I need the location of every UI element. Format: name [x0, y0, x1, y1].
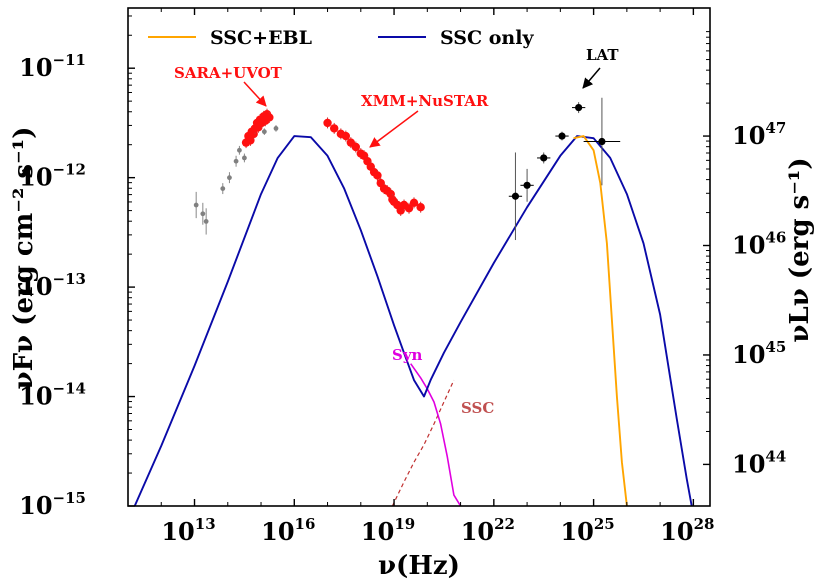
annotation-sara-uvot: SARA+UVOT	[174, 64, 283, 82]
lat-point	[540, 154, 548, 162]
y-left-tick-label-base: 10	[19, 491, 52, 520]
y-left-tick-label-exponent: −11	[53, 51, 86, 69]
x-tick-label: 1016	[261, 515, 315, 546]
x-tick-label: 1028	[660, 515, 714, 546]
xmm-nustar-point	[416, 203, 425, 212]
sara-uvot-point	[246, 136, 255, 145]
x-tick-label-base: 10	[461, 517, 494, 546]
archival-point	[227, 175, 232, 181]
x-tick-label-exponent: 22	[494, 515, 515, 533]
lat-point	[598, 137, 606, 146]
xmm-nustar-point	[329, 124, 339, 133]
annotation-ssc: SSC	[461, 399, 494, 417]
y-right-tick-label: 1046	[732, 229, 786, 260]
y-left-axis-label: νFν (erg cm⁻² s⁻¹)	[9, 127, 39, 390]
y-left-tick-label: 10−13	[19, 270, 86, 301]
y-left-tick-label-base: 10	[19, 382, 52, 411]
y-left-tick-label-exponent: −14	[53, 380, 86, 398]
y-right-tick-label: 1045	[732, 338, 786, 369]
x-tick-label-base: 10	[261, 517, 294, 546]
axis-ticks	[127, 8, 710, 507]
y-left-tick-label: 10−15	[19, 489, 86, 520]
annotation-xmm-nustar: XMM+NuSTAR	[361, 92, 489, 110]
y-right-tick-label-base: 10	[732, 340, 765, 369]
y-left-tick-label: 10−14	[19, 380, 86, 411]
y-left-tick-label: 10−11	[19, 51, 86, 82]
legend-label-ssc-ebl: SSC+EBL	[210, 27, 312, 49]
archival-point	[237, 147, 242, 153]
y-right-axis-label: νLν (erg s⁻¹)	[785, 157, 815, 342]
data-points	[193, 97, 621, 241]
x-tick-label-base: 10	[660, 517, 693, 546]
lat-point	[558, 132, 566, 140]
legend: SSC+EBL SSC only	[148, 27, 534, 49]
annotation-lat: LAT	[586, 46, 619, 64]
y-right-tick-label-base: 10	[732, 121, 765, 150]
y-right-tick-label-exponent: 44	[765, 447, 786, 465]
xmm-nustar-point	[373, 171, 382, 180]
y-right-tick-label: 1044	[732, 447, 786, 478]
arrow-sara-uvot	[243, 81, 267, 107]
archival-point	[233, 158, 239, 164]
archival-point	[261, 129, 267, 135]
y-left-tick-label-exponent: −15	[53, 489, 86, 507]
arrow-lat	[582, 67, 601, 89]
x-tick-label-exponent: 28	[694, 515, 715, 533]
x-tick-label-base: 10	[361, 517, 394, 546]
y-left-tick-label-base: 10	[19, 163, 52, 192]
xmm-nustar-point	[404, 204, 414, 213]
x-tick-label: 1022	[461, 515, 515, 546]
y-right-tick-label-exponent: 47	[765, 119, 786, 137]
x-tick-label-exponent: 13	[195, 515, 216, 533]
archival-point	[193, 202, 199, 208]
x-tick-label-exponent: 19	[394, 515, 415, 533]
x-axis-label: ν(Hz)	[378, 551, 460, 581]
x-tick-label-base: 10	[161, 517, 194, 546]
ssc-ebl-curve	[573, 135, 628, 506]
model-curves	[133, 135, 693, 506]
archival-point	[203, 219, 209, 224]
xmm-nustar-point	[323, 118, 332, 128]
x-tick-label-exponent: 16	[295, 515, 316, 533]
x-tick-label: 1019	[361, 515, 415, 546]
xmm-nustar-point	[351, 142, 361, 152]
lat-point	[575, 104, 583, 112]
y-right-tick-label-exponent: 45	[765, 338, 786, 356]
y-left-tick-label-base: 10	[19, 53, 52, 82]
y-right-tick-label-base: 10	[732, 449, 765, 478]
annotation-syn: Syn	[392, 346, 423, 364]
xmm-nustar-point	[409, 198, 419, 208]
y-left-tick-label: 10−12	[19, 161, 86, 192]
y-left-tick-label-exponent: −12	[53, 161, 86, 179]
y-right-tick-label: 1047	[732, 119, 786, 150]
xmm-nustar-point	[341, 131, 351, 141]
y-left-tick-label-exponent: −13	[53, 270, 86, 288]
legend-label-ssc-only: SSC only	[440, 27, 534, 49]
x-tick-label: 1025	[560, 515, 614, 546]
y-right-tick-label-exponent: 46	[765, 229, 786, 247]
y-left-tick-label-base: 10	[19, 272, 52, 301]
y-right-tick-label-base: 10	[732, 231, 765, 260]
x-tick-label-base: 10	[560, 517, 593, 546]
x-tick-label-exponent: 25	[594, 515, 615, 533]
archival-point	[273, 125, 279, 131]
x-tick-label: 1013	[161, 515, 215, 546]
archival-point	[220, 186, 226, 191]
ssc-only-curve	[133, 135, 693, 506]
arrow-xmm-nustar	[369, 110, 419, 148]
annotations: SARA+UVOT XMM+NuSTAR LAT Syn SSC	[174, 46, 619, 417]
plot-frame	[127, 7, 711, 507]
sara-uvot-point	[265, 113, 274, 122]
archival-point	[242, 155, 247, 161]
lat-point	[523, 181, 531, 189]
archival-point	[200, 211, 206, 217]
lat-point	[511, 192, 520, 200]
x-tick-labels: 1013 1016 1019 1022 1025 1028	[161, 515, 714, 546]
synchrotron-curve	[410, 363, 462, 506]
